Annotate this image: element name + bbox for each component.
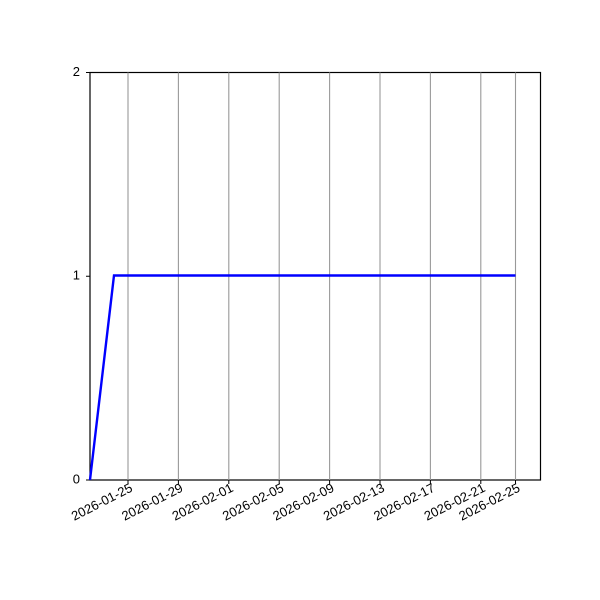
svg-text:0: 0 [73,471,80,486]
svg-text:2: 2 [73,64,80,79]
svg-text:1: 1 [73,268,80,283]
